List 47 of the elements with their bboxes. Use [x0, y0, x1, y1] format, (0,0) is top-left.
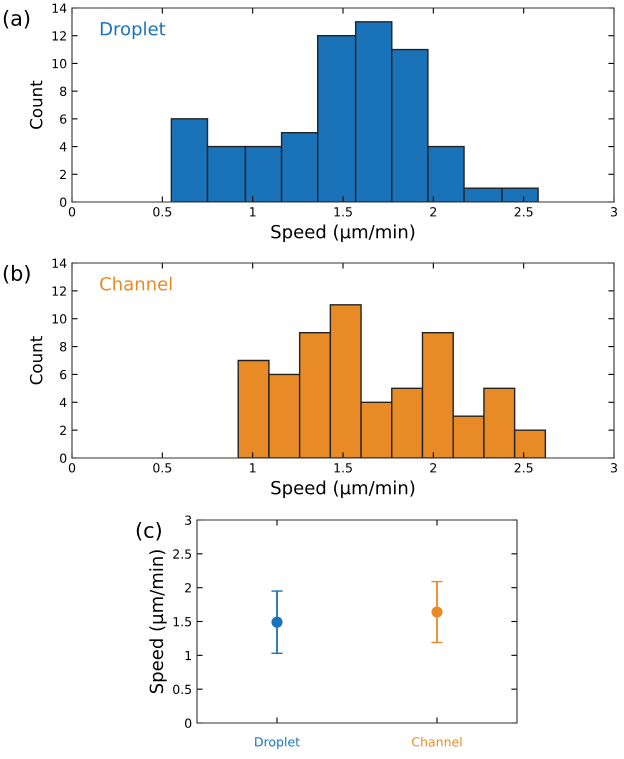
- chart-title: (c): [136, 522, 161, 540]
- y-tick-label: 4: [60, 398, 66, 408]
- x-tick-label: 0: [68, 463, 76, 473]
- y-tick-label: 0: [185, 718, 192, 728]
- y-tick-label: 1.5: [174, 617, 192, 626]
- x-tick-label: 1: [250, 207, 256, 216]
- x-tick-label: 3: [610, 463, 617, 473]
- x-axis-title: Speed (µm/min): [271, 224, 414, 242]
- x-tick-label: 2: [430, 207, 436, 216]
- y-tick-label: 1: [186, 650, 191, 660]
- y-axis-title: Count: [30, 336, 42, 384]
- y-tick-label: 0: [60, 453, 66, 463]
- y-axis-title: Speed (µm/min): [149, 550, 167, 694]
- x-tick-label: 0.5: [153, 207, 172, 217]
- y-tick-label: 2.5: [173, 549, 192, 559]
- y-tick-label: 3: [185, 515, 192, 525]
- annotation: Droplet: [100, 22, 166, 40]
- y-tick-label: 10: [52, 314, 66, 324]
- x-tick-label: 1.5: [334, 463, 352, 473]
- y-tick-label: 8: [60, 86, 66, 96]
- y-tick-label: 2: [60, 426, 66, 435]
- x-tick-label: 3: [610, 207, 617, 217]
- y-tick-label: 12: [52, 31, 66, 40]
- chart-title: (a): [4, 10, 30, 28]
- x-tick-label: 2: [430, 463, 436, 472]
- annotation: Channel: [100, 276, 172, 291]
- y-tick-label: 4: [60, 142, 66, 152]
- y-axis-title: Count: [30, 80, 42, 129]
- y-tick-label: 0: [60, 197, 66, 207]
- x-tick-label: 1.5: [334, 207, 352, 217]
- y-tick-label: 6: [60, 370, 66, 380]
- y-tick-label: 10: [52, 58, 66, 68]
- x-axis-title: Speed (µm/min): [271, 480, 414, 498]
- x-tick-label: 1: [250, 463, 256, 472]
- x-tick-label: 2.5: [514, 463, 533, 473]
- x-tick-label: 2.5: [514, 207, 533, 217]
- y-tick-label: 2: [185, 583, 191, 592]
- y-tick-label: 0.5: [173, 684, 192, 694]
- y-tick-label: 8: [60, 342, 66, 352]
- x-tick-label: 0.5: [153, 463, 172, 473]
- y-tick-label: 2: [60, 170, 66, 180]
- x-tick-label: 0: [68, 207, 76, 217]
- chart-title: (b): [4, 264, 30, 284]
- y-tick-label: 6: [60, 114, 66, 124]
- y-tick-label: 14: [52, 4, 66, 13]
- y-tick-label: 12: [52, 286, 66, 296]
- y-tick-label: 14: [52, 258, 66, 268]
